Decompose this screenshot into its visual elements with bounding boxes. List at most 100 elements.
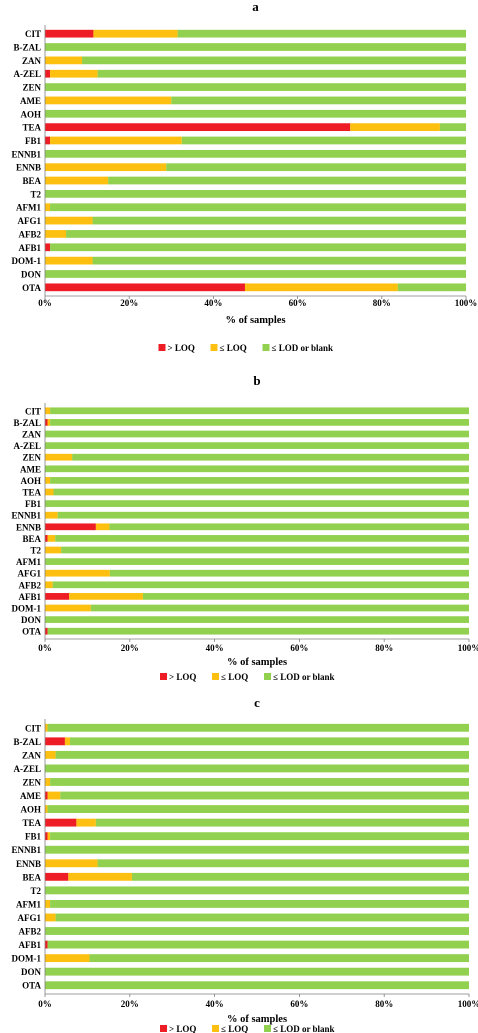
bar-segment: [45, 913, 56, 922]
bar-segment: [61, 546, 469, 554]
bar-segment: [47, 791, 61, 800]
bar-segment: [45, 109, 466, 118]
bar-segment: [45, 750, 56, 759]
category-label: T2: [30, 546, 41, 556]
bar-segment: [45, 778, 51, 786]
bar-segment: [45, 176, 109, 185]
bar-segment: [57, 511, 469, 519]
legend-label: ≤ LOQ: [221, 672, 248, 682]
bar-segment: [45, 163, 167, 172]
bar-segment: [45, 283, 245, 292]
bar-segment: [166, 163, 467, 172]
bar-segment: [50, 477, 469, 484]
x-axis-title: % of samples: [227, 1014, 287, 1025]
bar-segment: [53, 488, 469, 496]
bar-segment: [55, 913, 469, 922]
x-tick-label: 20%: [121, 643, 139, 653]
bar-segment: [47, 627, 469, 635]
category-label: DON: [21, 967, 42, 977]
bar-segment: [45, 465, 469, 473]
category-label: BEA: [22, 176, 41, 186]
legend-swatch: [212, 1025, 219, 1032]
bar-segment: [45, 791, 48, 800]
bar-segment: [45, 190, 466, 198]
bar-segment: [131, 872, 470, 881]
category-label: A-ZEL: [13, 441, 41, 451]
category-label: T2: [30, 886, 41, 896]
bar-segment: [45, 477, 51, 484]
category-label: CIT: [25, 29, 41, 39]
bar-segment: [45, 967, 469, 976]
category-label: AFG1: [18, 913, 42, 923]
bar-segment: [45, 558, 469, 565]
bar-segment: [45, 954, 90, 963]
bar-segment: [45, 203, 51, 212]
category-label: FB1: [25, 136, 42, 146]
bar-segment: [50, 899, 469, 908]
bar-segment: [45, 216, 93, 225]
bar-segment: [45, 593, 70, 600]
category-label: AOH: [20, 476, 41, 486]
category-label: AOH: [20, 109, 41, 119]
category-label: AFG1: [18, 216, 42, 226]
category-label: B-ZAL: [13, 737, 41, 747]
x-tick-label: 80%: [375, 643, 393, 653]
legend: > LOQ ≤ LOQ ≤ LOD or blank: [158, 343, 334, 353]
bar-segment: [171, 96, 467, 105]
category-label: CIT: [25, 406, 41, 416]
category-label: AFM1: [16, 557, 41, 567]
bar-segment: [95, 523, 110, 531]
bar-segment: [66, 230, 467, 238]
x-tick-label: 0%: [38, 999, 52, 1009]
bar-segment: [92, 216, 466, 225]
legend-swatch: [210, 344, 218, 351]
category-label: AOH: [20, 805, 41, 815]
category-label: ZAN: [22, 750, 42, 760]
category-label: DOM-1: [12, 954, 42, 964]
bar-segment: [68, 872, 132, 881]
bar-segment: [45, 523, 96, 531]
bar-segment: [142, 593, 469, 600]
bar-segment: [47, 832, 51, 841]
bar-segment: [45, 230, 67, 238]
bar-segment: [50, 69, 98, 78]
bar-segment: [95, 818, 469, 827]
category-label: BEA: [22, 534, 41, 544]
chart-title: a: [252, 0, 259, 14]
legend-swatch: [160, 1025, 167, 1032]
bar-segment: [45, 56, 83, 65]
bar-segment: [45, 488, 54, 496]
bar-segment: [45, 149, 466, 158]
bar-segment: [109, 523, 469, 531]
bar-segment: [45, 123, 351, 131]
category-label: BEA: [22, 872, 41, 882]
x-tick-label: 40%: [204, 298, 222, 308]
bar-segment: [47, 535, 56, 542]
category-label: ZAN: [22, 56, 42, 66]
bar-segment: [45, 872, 69, 881]
bar-segment: [97, 69, 466, 78]
bar-segment: [45, 927, 469, 935]
category-label: OTA: [22, 627, 41, 637]
bar-segment: [55, 750, 469, 759]
bar-segment: [45, 500, 469, 507]
category-label: DON: [21, 615, 42, 625]
bar-segment: [50, 136, 182, 145]
legend-label: > LOQ: [169, 672, 196, 682]
bar-segment: [47, 940, 469, 949]
bar-segment: [45, 616, 469, 623]
legend-label: ≤ LOD or blank: [272, 343, 334, 353]
bar-segment: [52, 581, 470, 589]
category-label: AME: [20, 791, 41, 801]
bar-segment: [45, 419, 48, 426]
x-tick-label: 60%: [289, 298, 307, 308]
bar-segment: [397, 283, 466, 292]
x-tick-label: 40%: [206, 643, 224, 653]
category-label: DOM-1: [12, 256, 42, 266]
category-label: AFB1: [19, 592, 42, 602]
bar-segment: [45, 43, 466, 51]
bar-segment: [45, 604, 91, 612]
legend-swatch: [158, 344, 166, 351]
x-tick-label: 0%: [38, 643, 52, 653]
